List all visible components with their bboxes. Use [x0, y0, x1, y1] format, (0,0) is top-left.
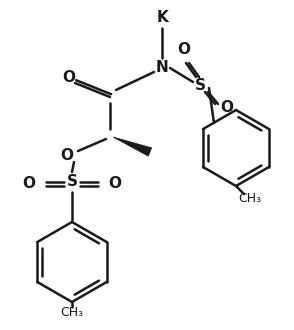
Text: O: O: [61, 148, 74, 163]
Polygon shape: [113, 137, 152, 156]
Text: S: S: [66, 175, 78, 189]
Text: K: K: [156, 11, 168, 25]
Text: O: O: [63, 70, 76, 84]
Text: CH₃: CH₃: [238, 191, 262, 205]
Text: O: O: [220, 101, 233, 115]
Text: O: O: [23, 176, 36, 190]
Text: N: N: [156, 60, 168, 76]
Text: S: S: [195, 78, 206, 92]
Text: CH₃: CH₃: [61, 306, 83, 318]
Text: O: O: [178, 43, 191, 57]
Text: O: O: [108, 176, 121, 190]
